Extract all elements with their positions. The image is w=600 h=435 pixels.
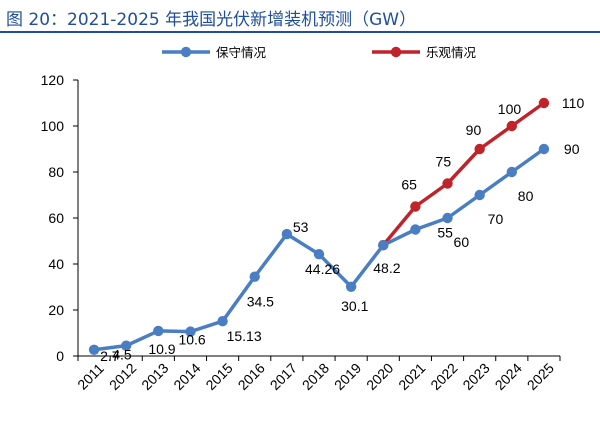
x-tick-label: 2019	[331, 360, 364, 393]
x-tick-label: 2020	[363, 360, 396, 393]
y-tick-label: 0	[56, 348, 64, 364]
title-underline	[0, 31, 600, 33]
optimistic-point	[538, 97, 550, 109]
x-tick-label: 2025	[524, 360, 557, 393]
x-tick-label: 2022	[427, 360, 460, 393]
y-tick-label: 40	[48, 256, 64, 272]
optimistic-point	[506, 120, 517, 132]
optimistic-point	[442, 178, 453, 189]
legend-label-conservative: 保守情况	[216, 45, 267, 60]
data-label-conservative: 70	[488, 211, 504, 227]
legend: 保守情况 乐观情况	[162, 45, 477, 60]
y-tick-label: 80	[48, 164, 64, 180]
data-label-conservative: 44.26	[305, 261, 340, 277]
data-label-conservative: 4.5	[112, 347, 132, 363]
conservative-point	[249, 271, 260, 282]
legend-marker-optimistic	[390, 46, 402, 58]
x-tick-label: 2011	[74, 360, 107, 393]
conservative-point	[153, 325, 164, 337]
x-tick-label: 2016	[235, 360, 268, 393]
conservative-point	[442, 212, 453, 224]
data-label-optimistic: 90	[466, 122, 482, 138]
data-label-conservative: 48.2	[373, 260, 400, 276]
x-tick-label: 2021	[395, 360, 428, 393]
x-tick-label: 2017	[267, 360, 300, 393]
y-tick-label: 20	[48, 302, 64, 318]
x-tick-label: 2024	[492, 360, 525, 393]
figure-title: 图 20：2021-2025 年我国光伏新增装机预测（GW）	[6, 10, 417, 30]
legend-label-optimistic: 乐观情况	[426, 45, 477, 60]
data-label-conservative: 55	[437, 225, 453, 241]
data-label-conservative: 34.5	[247, 294, 274, 310]
series-layer	[88, 97, 550, 355]
x-tick-label: 2018	[299, 360, 332, 393]
conservative-point	[121, 340, 132, 351]
conservative-point	[410, 224, 421, 235]
x-tick-label: 2014	[170, 360, 203, 393]
legend-marker-conservative	[180, 46, 192, 58]
data-label-conservative: 53	[293, 219, 309, 235]
conservative-point	[88, 344, 100, 355]
y-tick-label: 120	[41, 72, 65, 88]
data-label-optimistic: 75	[436, 154, 452, 170]
conservative-point	[313, 249, 325, 260]
data-label-optimistic: 110	[562, 95, 585, 111]
data-label-conservative: 15.13	[227, 328, 262, 344]
conservative-point	[506, 166, 517, 178]
conservative-point	[474, 189, 485, 201]
data-label-conservative: 90	[564, 141, 580, 157]
x-tick-label: 2023	[459, 360, 492, 393]
data-label-conservative: 10.6	[178, 332, 205, 348]
conservative-point	[378, 239, 389, 251]
data-label-conservative: 80	[518, 188, 534, 204]
conservative-point	[217, 316, 228, 327]
data-label-optimistic: 100	[498, 101, 522, 117]
y-tick-label: 60	[48, 210, 64, 226]
optimistic-point	[474, 143, 485, 155]
optimistic-point	[410, 201, 421, 212]
conservative-point	[281, 228, 293, 240]
data-label-conservative: 60	[454, 234, 470, 250]
y-tick-label: 100	[41, 118, 65, 134]
data-labels: 2.74.5 10.910.6 15.13 34.5 53 44.26 30.1 48.2 55…	[100, 95, 584, 364]
data-label-optimistic: 65	[401, 177, 417, 193]
data-label-conservative: 30.1	[341, 298, 368, 314]
conservative-point	[345, 281, 357, 292]
series-line-optimistic	[381, 101, 545, 247]
data-label-conservative: 10.9	[148, 341, 175, 357]
x-tick-label: 2015	[202, 360, 235, 393]
data-label-conservative: 2.7	[100, 348, 120, 364]
conservative-point	[538, 143, 550, 155]
x-tick-label: 2012	[106, 360, 139, 393]
x-tick-label: 2013	[138, 360, 171, 393]
conservative-point	[185, 326, 196, 337]
